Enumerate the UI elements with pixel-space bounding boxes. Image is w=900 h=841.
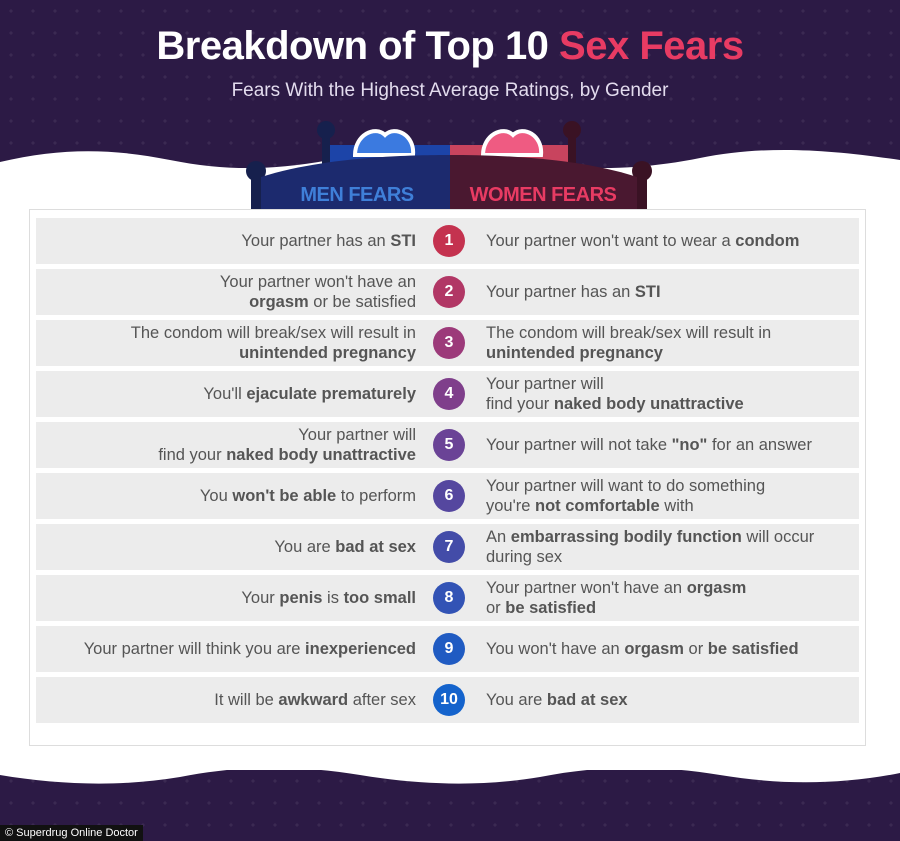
pink-pillow-icon xyxy=(480,129,544,157)
table-row: The condom will break/sex will result in… xyxy=(36,320,859,366)
table-row: It will be awkward after sex 10 You are ba… xyxy=(36,677,859,723)
men-fear-text: The condom will break/sex will result in… xyxy=(130,324,416,362)
bed-illustration xyxy=(246,121,652,227)
men-fear-text: Your partner will think you are inexperi… xyxy=(83,640,416,658)
women-fear-text: Your partner won't want to wear a condom xyxy=(486,232,800,250)
blue-pillow-icon xyxy=(352,129,416,157)
rank-badge: 1 xyxy=(433,225,465,257)
women-fear-text: You won't have an orgasm or be satisfied xyxy=(486,640,799,658)
men-fear-text: You are bad at sex xyxy=(274,538,416,556)
table-row: You won't be able to perform 6 Your partne… xyxy=(36,473,859,519)
women-fear-text: The condom will break/sex will result in… xyxy=(486,324,772,362)
women-fear-text: Your partner has an STI xyxy=(486,283,661,301)
men-fears-label: MEN FEARS xyxy=(300,184,414,206)
table-row: Your penis is too small 8 Your partner won… xyxy=(36,575,859,621)
rank-badge: 2 xyxy=(433,276,465,308)
table-row: Your partner will think you are inexperi… xyxy=(36,626,859,672)
rank-badge: 8 xyxy=(433,582,465,614)
rank-badge: 9 xyxy=(433,633,465,665)
bottom-wave-divider xyxy=(0,755,900,784)
women-fear-text: Your partner will find your naked body un… xyxy=(486,375,744,413)
table-row: Your partner will find your naked body un… xyxy=(36,422,859,468)
rank-badge: 4 xyxy=(433,378,465,410)
men-fear-text: It will be awkward after sex xyxy=(214,691,416,709)
women-fear-text: An embarrassing bodily function will occ… xyxy=(486,528,815,566)
table-row: Your partner has an STI 1 Your partner won… xyxy=(36,218,859,264)
women-fear-text: You are bad at sex xyxy=(486,691,628,709)
women-fear-text: Your partner will not take "no" for an a… xyxy=(486,436,812,454)
women-fears-label: WOMEN FEARS xyxy=(469,184,617,206)
rank-badge: 3 xyxy=(433,327,465,359)
rank-badge: 6 xyxy=(433,480,465,512)
men-fear-text: Your penis is too small xyxy=(241,589,416,607)
men-fear-text: Your partner won't have an orgasm or be s… xyxy=(219,273,416,311)
fears-table: Your partner has an STI 1 Your partner won… xyxy=(30,210,865,745)
men-fear-text: Your partner has an STI xyxy=(241,232,416,250)
men-fear-text: Your partner will find your naked body un… xyxy=(158,426,416,464)
rank-badge: 5 xyxy=(433,429,465,461)
page-title: Breakdown of Top 10 Sex Fears xyxy=(156,24,744,68)
rank-badge: 7 xyxy=(433,531,465,563)
rank-badge: 10 xyxy=(433,684,465,716)
table-row: You'll ejaculate prematurely 4 Your partne… xyxy=(36,371,859,417)
women-fear-text: Your partner will want to do something yo… xyxy=(486,477,766,515)
women-fear-text: Your partner won't have an orgasm or be s… xyxy=(486,579,747,617)
table-row: Your partner won't have an orgasm or be s… xyxy=(36,269,859,315)
table-row: You are bad at sex 7 An embarrassing bodil… xyxy=(36,524,859,570)
men-fear-text: You won't be able to perform xyxy=(199,487,416,505)
page-subtitle: Fears With the Highest Average Ratings, … xyxy=(231,80,669,101)
source-credit: © Superdrug Online Doctor xyxy=(0,825,143,841)
men-fear-text: You'll ejaculate prematurely xyxy=(203,385,416,403)
